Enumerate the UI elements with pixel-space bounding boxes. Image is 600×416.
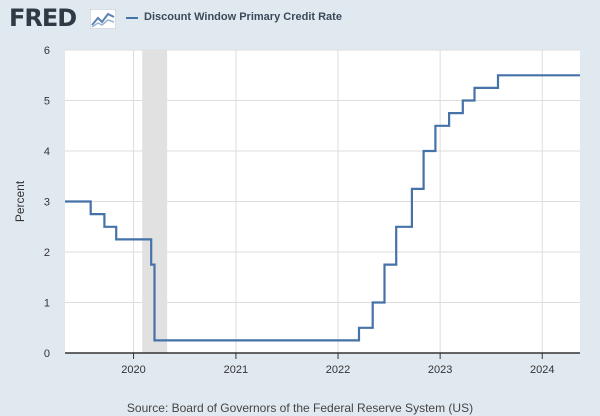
y-tick-label: 4 [44, 146, 50, 158]
y-tick-label: 1 [44, 298, 50, 310]
y-axis-label: Percent [13, 180, 27, 222]
x-tick-label: 2022 [326, 364, 350, 376]
y-tick-label: 3 [44, 197, 50, 209]
y-tick-label: 0 [44, 348, 50, 360]
x-tick-label: 2020 [121, 364, 145, 376]
x-tick-label: 2024 [530, 364, 554, 376]
y-tick-label: 6 [44, 45, 50, 57]
y-tick-label: 5 [44, 96, 50, 108]
legend-label[interactable]: Discount Window Primary Credit Rate [144, 11, 342, 23]
series-line [65, 74, 580, 342]
source-note: Source: Board of Governors of the Federa… [126, 401, 474, 415]
y-tick-label: 2 [44, 247, 50, 259]
chart-logo-icon [90, 9, 116, 29]
x-tick-label: 2021 [224, 364, 248, 376]
chart-header: FRED Discount Window Primary Credit Rate [0, 0, 600, 40]
legend-swatch [126, 17, 138, 19]
x-tick-label: 2023 [428, 364, 452, 376]
fred-logo[interactable]: FRED [9, 4, 77, 32]
